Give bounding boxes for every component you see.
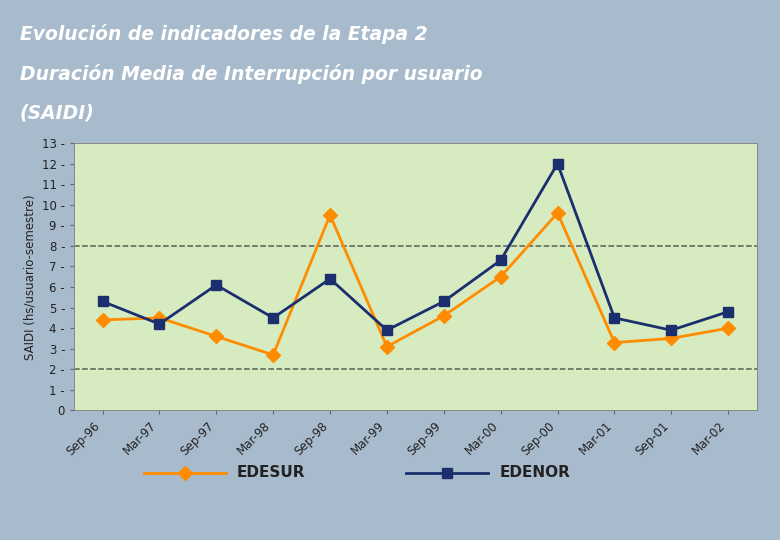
EDENOR (211, 282, 221, 288)
Line: EDENOR: EDENOR (98, 159, 733, 335)
EDENOR (496, 257, 505, 264)
EDESUR (268, 352, 278, 358)
Text: EDENOR: EDENOR (499, 465, 570, 480)
EDENOR (553, 160, 562, 167)
EDESUR (98, 316, 107, 323)
EDENOR (382, 327, 392, 334)
Text: (SAIDI): (SAIDI) (20, 103, 94, 122)
Text: Evolución de indicadores de la Etapa 2: Evolución de indicadores de la Etapa 2 (20, 24, 427, 44)
EDENOR (439, 298, 448, 305)
EDENOR (724, 308, 733, 315)
EDESUR (325, 212, 335, 218)
EDESUR (382, 343, 392, 350)
EDESUR (724, 325, 733, 332)
EDENOR (268, 315, 278, 321)
EDESUR (439, 313, 448, 319)
EDESUR (211, 333, 221, 340)
Text: Duración Media de Interrupción por usuario: Duración Media de Interrupción por usuar… (20, 64, 482, 84)
EDENOR (98, 298, 107, 305)
EDESUR (496, 273, 505, 280)
Line: EDESUR: EDESUR (98, 208, 733, 360)
EDENOR (610, 315, 619, 321)
EDESUR (553, 210, 562, 216)
Y-axis label: SAIDI (hs/usuario-semestre): SAIDI (hs/usuario-semestre) (23, 194, 37, 360)
EDESUR (667, 335, 676, 342)
Text: EDESUR: EDESUR (237, 465, 306, 480)
EDESUR (154, 315, 164, 321)
EDENOR (667, 327, 676, 334)
EDESUR (610, 339, 619, 346)
EDENOR (325, 275, 335, 282)
EDENOR (154, 321, 164, 327)
